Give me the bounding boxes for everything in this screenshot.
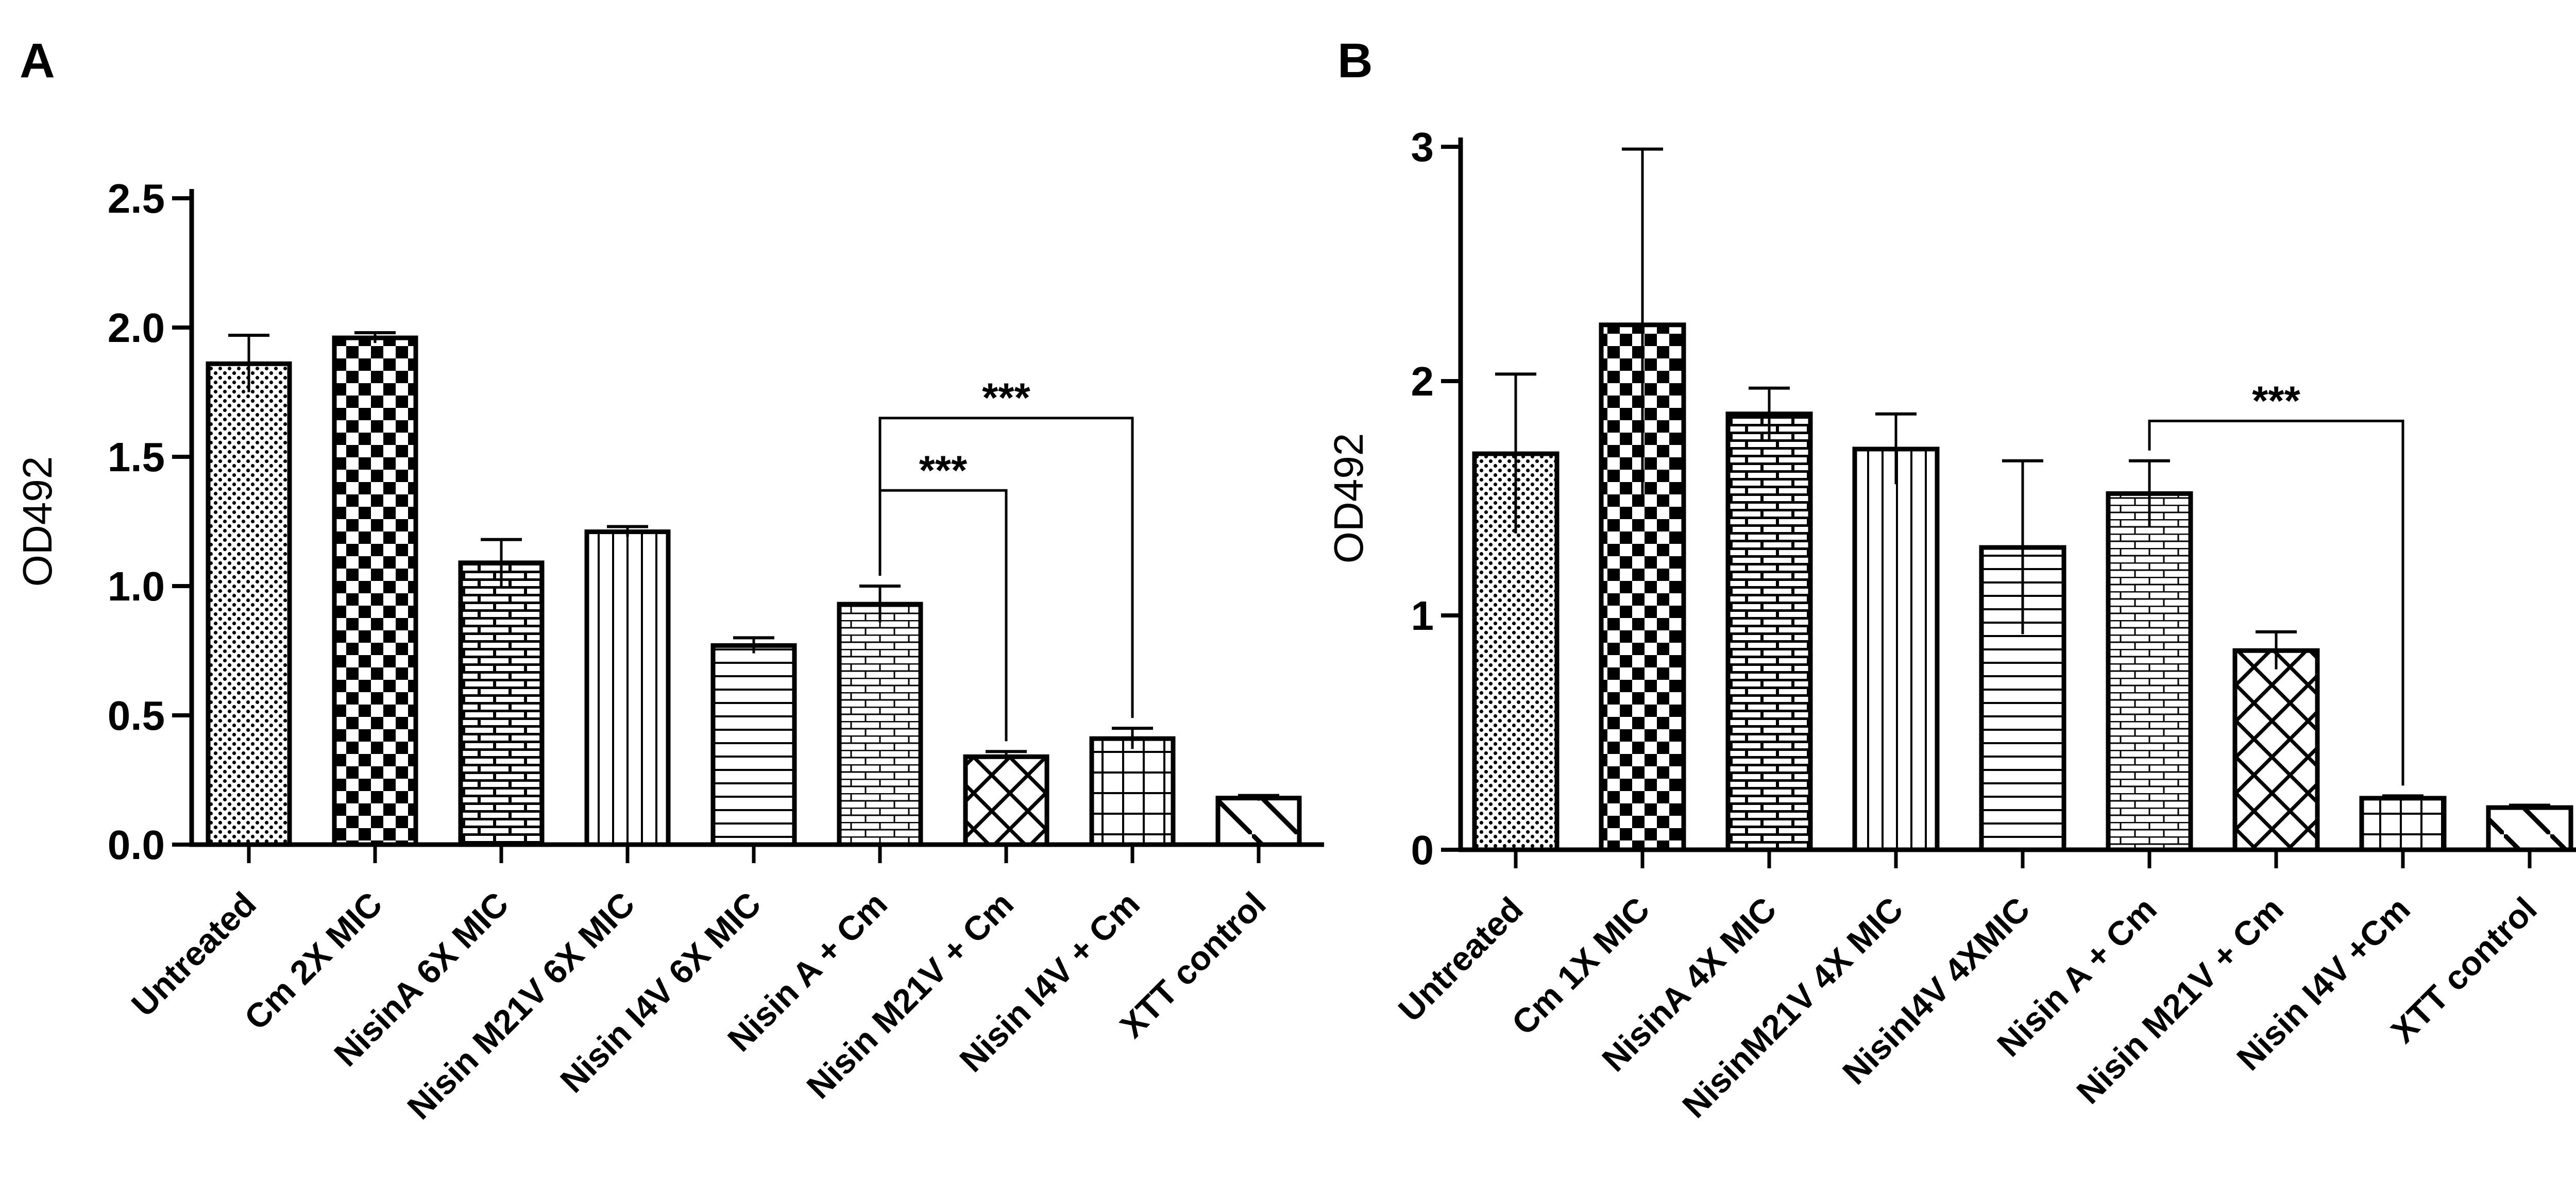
bar (1089, 736, 1176, 847)
y-tick-label: 1.0 (108, 563, 165, 609)
bar (206, 361, 292, 847)
y-tick-label: 0.5 (108, 693, 165, 739)
panel-a-letter: A (20, 33, 55, 88)
y-tick-label: 1 (1411, 593, 1434, 639)
panel-b-letter: B (1337, 33, 1373, 88)
significance-label: *** (2252, 377, 2300, 423)
bar (332, 335, 418, 847)
bar (1725, 411, 1813, 852)
bar (2232, 648, 2320, 852)
bar (1215, 796, 1302, 847)
significance-label: *** (982, 375, 1030, 421)
category-label: Nisin M21V + Cm (799, 885, 1021, 1106)
category-label: Untreated (1391, 890, 1530, 1029)
significance-bracket (878, 417, 1134, 718)
y-tick-label: 1.5 (108, 434, 165, 480)
bar (1852, 447, 1940, 852)
y-tick-label: 3 (1411, 124, 1434, 170)
bar (710, 643, 797, 847)
y-axis-title: OD492 (1326, 433, 1371, 563)
bar (2359, 796, 2447, 852)
y-tick-label: 2.5 (108, 176, 165, 221)
significance-label: *** (919, 447, 968, 493)
bar (837, 602, 923, 847)
bar (963, 754, 1049, 847)
category-label: NisinM21V 4X MIC (1675, 890, 1910, 1125)
y-axis-title: OD492 (14, 456, 60, 587)
bar (584, 529, 671, 847)
significance-bracket (2148, 419, 2404, 786)
bar (458, 560, 545, 847)
bar (2486, 805, 2573, 852)
y-tick-label: 0.0 (108, 822, 165, 868)
bar (2106, 491, 2193, 852)
category-label: Nisin M21V 6X MIC (400, 885, 642, 1127)
category-label: Nisin M21V + Cm (2069, 890, 2291, 1111)
y-tick-label: 2 (1411, 358, 1434, 404)
y-tick-label: 0 (1411, 827, 1434, 873)
category-label: Untreated (124, 885, 263, 1024)
y-tick-label: 2.0 (108, 305, 165, 351)
